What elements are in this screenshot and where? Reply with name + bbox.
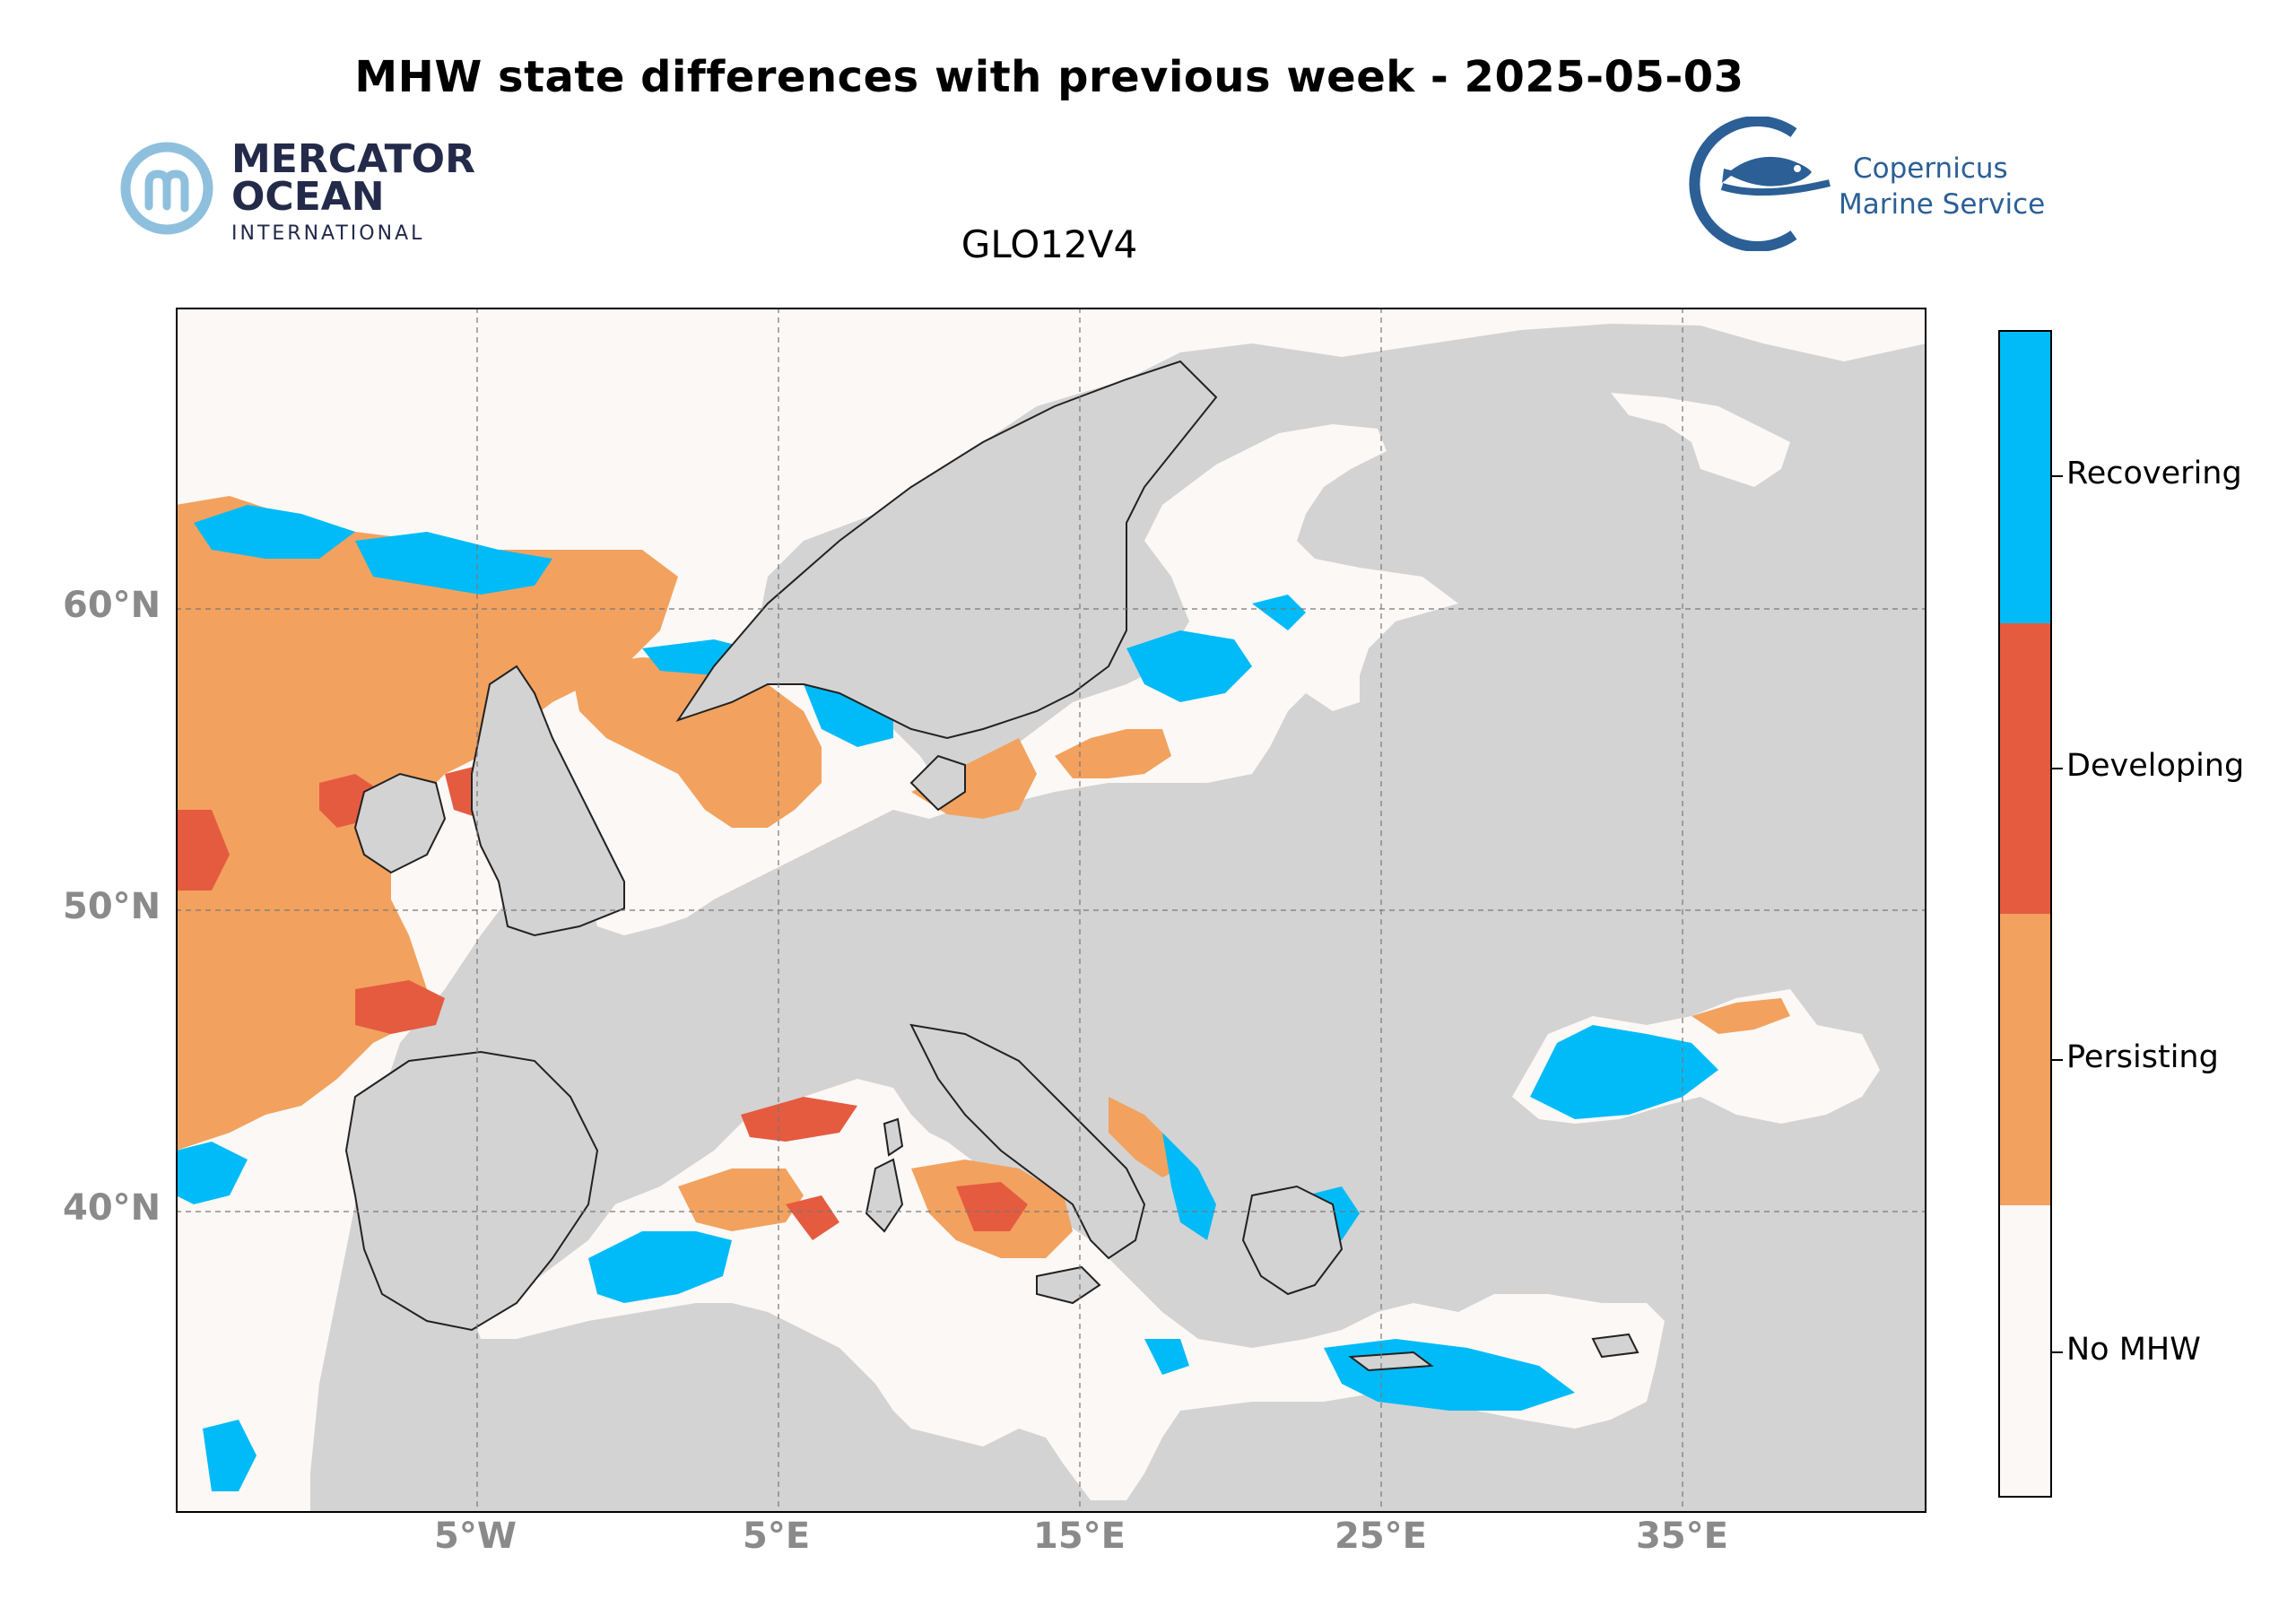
map-frame xyxy=(176,308,1926,1513)
coastlines xyxy=(344,360,1639,1372)
figure-title: MHW state differences with previous week… xyxy=(354,52,1744,102)
lon-label-35e: 35°E xyxy=(1636,1516,1728,1557)
copernicus-text-line1: Copernicus xyxy=(1853,152,2008,185)
ocean-baltic xyxy=(956,424,1458,810)
lon-label-5e: 5°E xyxy=(743,1516,811,1557)
recovering-baltic xyxy=(1126,630,1252,702)
recovering-iberia-atlantic xyxy=(176,1142,248,1204)
coastline-sicily xyxy=(1036,1265,1101,1305)
colorbar-persisting xyxy=(2000,914,2050,1205)
ocean-white-sea xyxy=(1611,393,1790,487)
coastline-denmark xyxy=(909,754,966,812)
recovering-ionian xyxy=(1144,1339,1189,1375)
lon-label-15e: 15°E xyxy=(1033,1516,1126,1557)
developing-atlantic xyxy=(176,810,230,891)
coastline-corsica xyxy=(883,1117,904,1157)
gridlines xyxy=(176,308,1926,1513)
mercator-ocean-logo: MERCATOR OCEAN INTERNATIONAL xyxy=(117,135,475,251)
model-label: GLO12V4 xyxy=(961,222,1138,266)
colorbar xyxy=(1998,330,2052,1498)
legend-label-recovering: Recovering xyxy=(2066,456,2242,491)
coastline-cyprus xyxy=(1591,1333,1639,1359)
colorbar-tick-developing xyxy=(2052,768,2063,769)
recovering-balearic xyxy=(588,1231,732,1303)
recovering-adriatic xyxy=(1162,1133,1216,1240)
developing-sardinia xyxy=(786,1195,839,1240)
persisting-adriatic xyxy=(1109,1097,1180,1177)
coastline-sardinia xyxy=(865,1158,904,1233)
coastline-great-britain xyxy=(471,665,625,937)
coastline-scandinavia xyxy=(675,360,1218,740)
mhw-map xyxy=(176,308,1926,1513)
mercator-text-line3: INTERNATIONAL xyxy=(231,222,425,245)
recovering-black-sea xyxy=(1530,1025,1718,1119)
colorbar-tick-recovering xyxy=(2052,475,2063,477)
persisting-med-west xyxy=(678,1169,804,1231)
mercator-text-line2: OCEAN xyxy=(231,174,385,220)
colorbar-tick-persisting xyxy=(2052,1059,2063,1061)
coastline-iberia xyxy=(344,1050,599,1332)
persisting-atlantic xyxy=(176,496,678,1151)
lat-label-60n: 60°N xyxy=(63,585,161,626)
recovering-north-atlantic xyxy=(355,532,552,595)
recovering-gulf-finland xyxy=(1252,595,1306,630)
legend-label-developing: Developing xyxy=(2066,748,2245,784)
map-panel xyxy=(176,308,1926,1513)
persisting-north-sea xyxy=(570,657,822,828)
lat-label-40n: 40°N xyxy=(63,1187,161,1229)
developing-biscay xyxy=(355,980,445,1034)
coastline-greece xyxy=(1241,1185,1344,1296)
recovering-norwegian xyxy=(194,505,355,559)
copernicus-fish-icon xyxy=(1689,116,1831,252)
copernicus-text-line2: Marine Service xyxy=(1839,188,2046,221)
lat-label-50n: 50°N xyxy=(63,886,161,927)
legend-label-persisting: Persisting xyxy=(2066,1039,2219,1075)
colorbar-no-mhw xyxy=(2000,1204,2050,1496)
coastline-ireland xyxy=(353,772,447,874)
colorbar-tick-no-mhw xyxy=(2052,1351,2063,1353)
colorbar-recovering xyxy=(2000,332,2050,623)
persisting-baltic-east xyxy=(1055,729,1171,778)
persisting-black-sea-ne xyxy=(1692,998,1790,1034)
lon-label-5w: 5°W xyxy=(434,1516,517,1557)
colorbar-developing xyxy=(2000,622,2050,914)
developing-ligurian xyxy=(741,1097,857,1142)
copernicus-marine-logo: Copernicus Marine Service xyxy=(1686,116,2063,252)
coastline-italy xyxy=(909,1023,1146,1260)
developing-tyrrhenian xyxy=(956,1182,1028,1231)
mercator-emblem-icon xyxy=(120,142,213,235)
coastline-crete xyxy=(1348,1351,1434,1372)
mercator-text-line1: MERCATOR xyxy=(231,136,475,182)
legend-label-no-mhw: No MHW xyxy=(2066,1332,2201,1368)
recovering-morocco xyxy=(203,1420,257,1491)
lon-label-25e: 25°E xyxy=(1335,1516,1427,1557)
